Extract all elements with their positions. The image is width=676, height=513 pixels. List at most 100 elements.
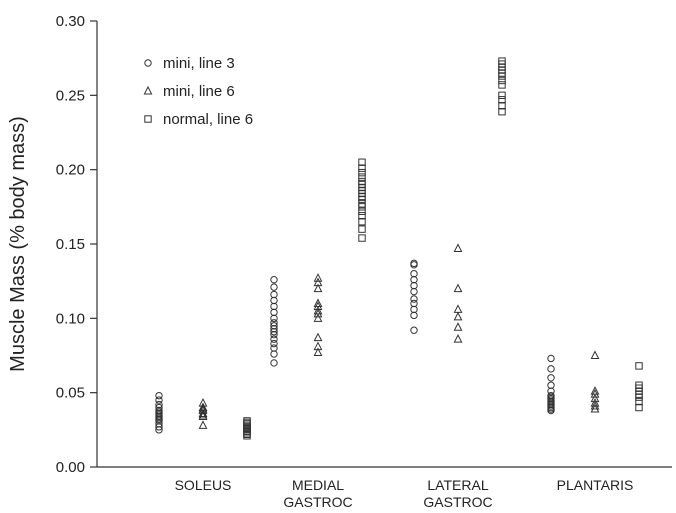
data-point bbox=[198, 397, 208, 407]
data-point bbox=[410, 261, 418, 269]
x-category-label-line: SOLEUS bbox=[175, 477, 232, 493]
data-point bbox=[270, 314, 278, 323]
y-tick-label: 0.25 bbox=[56, 87, 85, 104]
legend-marker bbox=[144, 115, 152, 123]
data-point bbox=[410, 305, 418, 314]
data-point bbox=[590, 397, 600, 407]
data-point bbox=[270, 344, 278, 352]
data-point bbox=[410, 326, 418, 334]
data-point bbox=[270, 275, 278, 284]
data-point bbox=[198, 403, 208, 413]
data-point bbox=[198, 411, 208, 420]
data-point bbox=[198, 402, 208, 412]
data-point bbox=[453, 283, 463, 293]
data-point bbox=[155, 396, 163, 404]
data-point bbox=[410, 281, 418, 290]
data-point bbox=[313, 332, 323, 342]
data-point bbox=[270, 339, 278, 348]
data-point bbox=[198, 408, 208, 417]
data-point bbox=[590, 400, 600, 410]
data-point bbox=[270, 302, 278, 311]
y-tick-label: 0.20 bbox=[56, 162, 85, 179]
data-point bbox=[270, 308, 278, 317]
data-point bbox=[410, 259, 418, 268]
y-tick-label: 0.30 bbox=[56, 13, 85, 30]
data-point bbox=[498, 107, 506, 116]
data-point bbox=[270, 283, 278, 291]
data-point bbox=[590, 403, 600, 413]
data-point bbox=[547, 381, 555, 389]
data-point bbox=[270, 290, 278, 299]
data-point bbox=[358, 164, 366, 172]
data-point bbox=[410, 295, 418, 303]
legend-marker bbox=[144, 59, 152, 67]
y-tick-label: 0.15 bbox=[56, 236, 85, 253]
data-point bbox=[635, 381, 643, 389]
data-point bbox=[358, 207, 366, 215]
data-point bbox=[498, 76, 506, 85]
data-point bbox=[547, 391, 555, 400]
data-point bbox=[358, 177, 366, 186]
legend: mini, line 3 mini, line 6 normal, line 6 bbox=[143, 55, 253, 128]
data-point bbox=[270, 296, 278, 305]
data-point bbox=[410, 311, 418, 320]
data-point bbox=[198, 420, 208, 429]
data-marks bbox=[155, 57, 643, 440]
data-point bbox=[635, 403, 643, 412]
data-point bbox=[590, 350, 600, 359]
data-point bbox=[498, 91, 506, 100]
data-point bbox=[358, 218, 366, 226]
data-point bbox=[313, 305, 323, 315]
data-point bbox=[547, 387, 555, 395]
data-point bbox=[358, 200, 366, 208]
data-point bbox=[155, 400, 163, 409]
data-point bbox=[270, 335, 278, 343]
data-point bbox=[498, 81, 506, 89]
data-point bbox=[155, 391, 163, 400]
data-point bbox=[453, 243, 463, 252]
x-category-label: SOLEUS bbox=[175, 477, 232, 493]
data-point bbox=[313, 283, 323, 293]
legend-label: mini, line 6 bbox=[163, 83, 235, 100]
data-point bbox=[358, 168, 366, 177]
data-point bbox=[358, 234, 366, 242]
data-point bbox=[198, 405, 208, 415]
data-point bbox=[453, 322, 463, 331]
data-point bbox=[313, 273, 323, 282]
data-point bbox=[410, 299, 418, 308]
y-tick-label: 0.05 bbox=[56, 385, 85, 402]
data-point bbox=[498, 96, 506, 104]
data-point bbox=[410, 270, 418, 278]
data-point bbox=[590, 386, 600, 395]
x-category-label: PLANTARIS bbox=[557, 477, 634, 493]
data-point bbox=[155, 403, 163, 412]
data-point bbox=[358, 212, 366, 220]
data-point bbox=[313, 347, 323, 357]
x-category-label-line: GASTROC bbox=[283, 494, 352, 510]
data-point bbox=[270, 350, 278, 358]
data-point bbox=[313, 308, 323, 318]
y-axis: 0.00 0.05 0.10 0.15 0.20 0.25 0.30 bbox=[56, 13, 98, 476]
data-point bbox=[198, 409, 208, 419]
data-point bbox=[635, 362, 643, 370]
data-point bbox=[313, 341, 323, 351]
data-point bbox=[547, 374, 555, 382]
data-point bbox=[313, 298, 323, 307]
data-point bbox=[590, 389, 600, 398]
data-point bbox=[270, 322, 278, 330]
data-point bbox=[498, 102, 506, 110]
data-point bbox=[547, 354, 555, 363]
data-point bbox=[243, 417, 251, 425]
data-point bbox=[453, 311, 463, 321]
legend-marker bbox=[143, 85, 153, 95]
data-point bbox=[358, 173, 366, 181]
data-point bbox=[270, 359, 278, 367]
data-point bbox=[358, 225, 366, 233]
data-point bbox=[358, 158, 366, 166]
data-point bbox=[590, 393, 600, 403]
y-tick-label: 0.10 bbox=[56, 310, 85, 327]
data-point bbox=[498, 57, 506, 65]
data-point bbox=[635, 397, 643, 406]
data-point bbox=[313, 301, 323, 310]
